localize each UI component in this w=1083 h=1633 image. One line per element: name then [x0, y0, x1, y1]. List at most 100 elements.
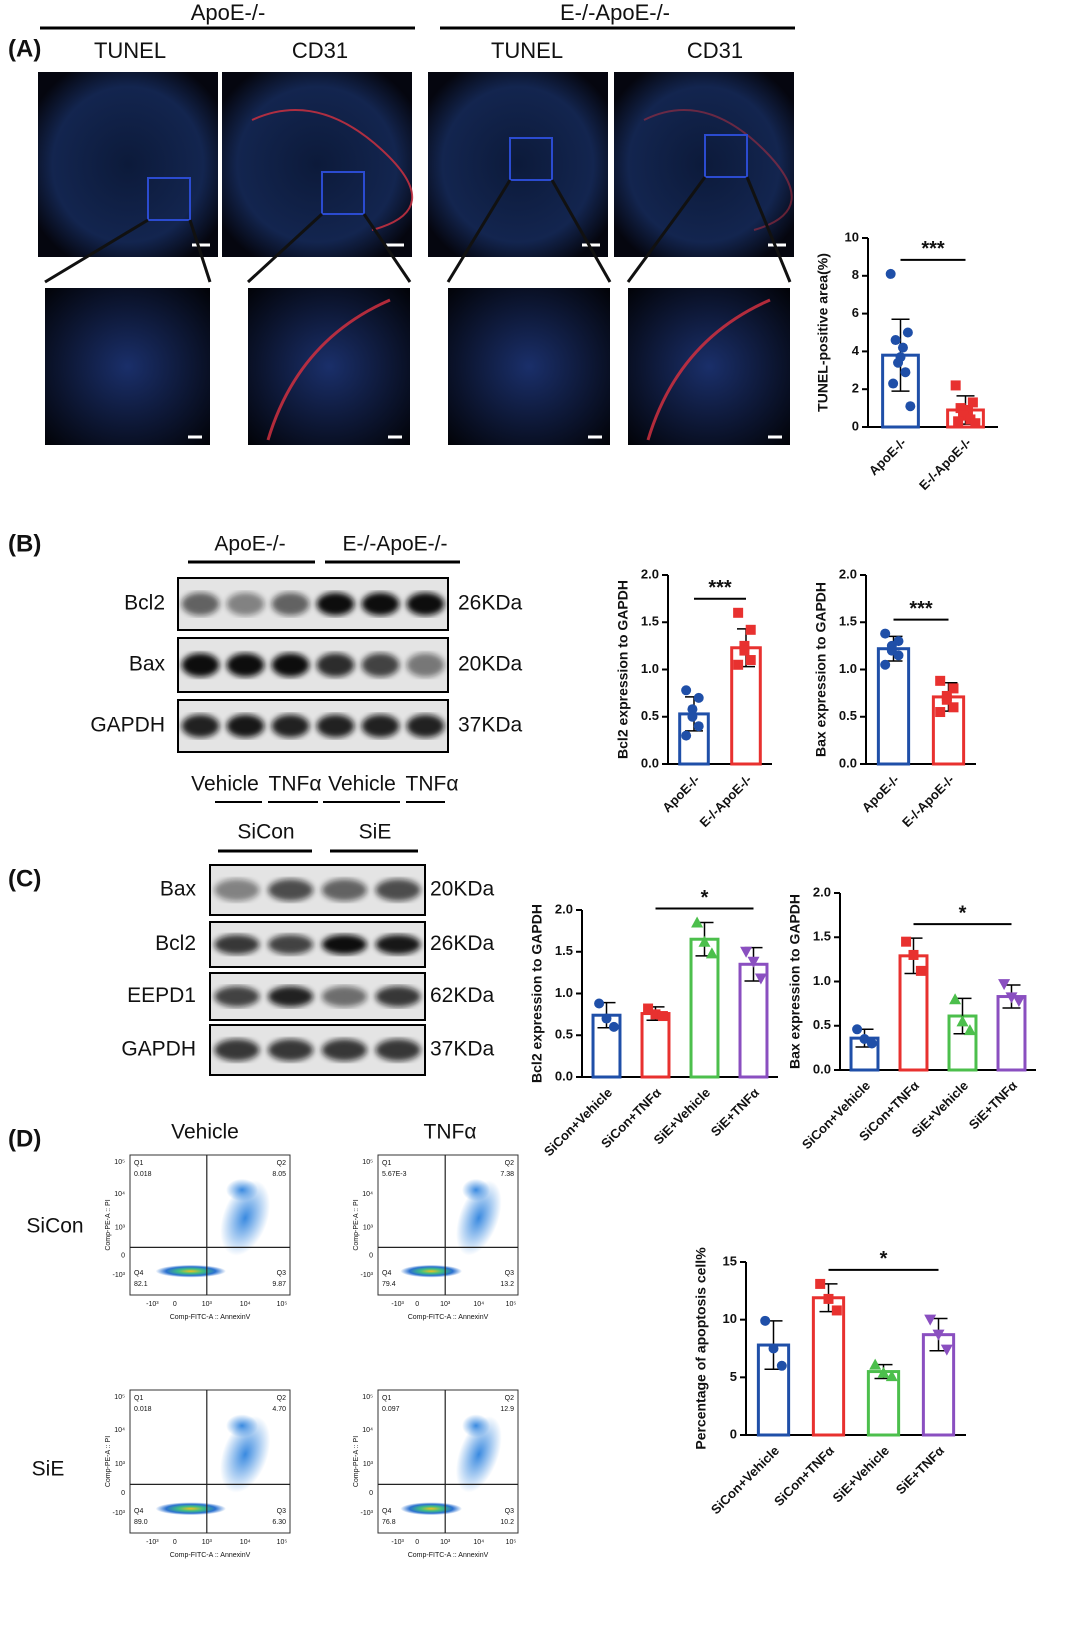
size-label: 26KDa — [458, 592, 523, 615]
y-tick-label: 1.5 — [641, 614, 659, 629]
protein-label: Bcl2 — [155, 932, 196, 955]
population — [462, 1178, 490, 1202]
y-tick-label: 0.5 — [641, 708, 659, 723]
x-axis-label: Comp-FITC-A :: AnnexinV — [170, 1552, 251, 1559]
row-label: SiCon — [26, 1215, 83, 1238]
blot-band — [226, 592, 265, 616]
zoom-line — [626, 176, 707, 283]
x-tick-label: SiE+TNFα — [893, 1443, 947, 1497]
x-tick-label: 10⁵ — [506, 1539, 517, 1546]
inset-box — [509, 137, 553, 181]
y-tick-label: 0.0 — [839, 755, 857, 770]
data-point — [935, 707, 946, 718]
y-tick-label: 5 — [730, 1369, 737, 1384]
x-tick-label: E-/-ApoE-/- — [696, 772, 754, 830]
data-point — [754, 973, 767, 985]
stain-label: TUNEL — [94, 38, 166, 63]
quadrant-value: 0.018 — [134, 1406, 152, 1413]
population — [155, 1502, 226, 1516]
bar — [738, 962, 769, 1079]
blot-band — [375, 934, 421, 955]
data-point — [935, 675, 946, 686]
panel-label: (B) — [8, 530, 41, 557]
treatment-label: Vehicle — [191, 773, 259, 796]
data-point — [888, 378, 899, 389]
size-label: 37KDa — [430, 1038, 495, 1061]
x-axis-label: Comp-FITC-A :: AnnexinV — [408, 1552, 489, 1559]
blot-band — [268, 879, 314, 901]
data-point — [866, 1038, 877, 1049]
significance: *** — [708, 577, 732, 599]
data-point — [908, 949, 919, 960]
quadrant-value: 12.9 — [500, 1406, 514, 1413]
x-tick-label: SiE+TNFα — [966, 1078, 1020, 1132]
data-point — [698, 935, 711, 947]
population — [220, 1415, 271, 1493]
blot-band — [321, 934, 367, 955]
micrograph — [38, 72, 218, 257]
protein-label: GAPDH — [121, 1038, 196, 1061]
data-point — [823, 1293, 834, 1304]
group-label: ApoE-/- — [214, 533, 285, 556]
y-axis-label: Comp-PE-A :: PI — [105, 1436, 112, 1487]
quadrant-name: Q2 — [505, 1160, 514, 1167]
y-axis-label: Bcl2 expression to GAPDH — [615, 580, 631, 759]
quadrant-name: Q4 — [134, 1270, 143, 1277]
treatment-label: TNFα — [269, 773, 322, 796]
y-tick-label: 10³ — [115, 1225, 126, 1232]
data-point — [681, 685, 692, 696]
micrograph-zoom — [248, 288, 410, 445]
zoom-line — [44, 218, 149, 284]
x-tick-label: ApoE-/- — [859, 772, 902, 815]
size-label: 26KDa — [430, 932, 495, 955]
y-tick-label: 10⁴ — [114, 1427, 125, 1434]
column-label: Vehicle — [171, 1121, 239, 1144]
quadrant-name: Q4 — [382, 1508, 391, 1515]
y-tick-label: 10⁵ — [362, 1394, 373, 1401]
data-point — [1012, 995, 1025, 1007]
x-tick-label: 10⁵ — [277, 1301, 288, 1308]
x-tick-label: E-/-ApoE-/- — [899, 772, 957, 830]
y-tick-label: -10³ — [361, 1510, 374, 1517]
y-tick-label: 1.5 — [839, 614, 857, 629]
blot-band — [406, 714, 445, 738]
y-tick-label: 10³ — [363, 1225, 374, 1232]
quadrant-name: Q1 — [134, 1395, 143, 1402]
blot-band — [406, 592, 445, 616]
y-tick-label: 1.0 — [813, 973, 831, 988]
y-tick-label: 2.0 — [839, 566, 857, 581]
blot-band — [226, 714, 265, 738]
significance: *** — [909, 598, 933, 620]
blot-band — [375, 986, 421, 1007]
y-tick-label: 0 — [730, 1426, 737, 1441]
blot-band — [361, 592, 400, 616]
y-tick-label: 0.5 — [813, 1017, 831, 1032]
quadrant-value: 10.2 — [500, 1519, 514, 1526]
y-tick-label: -10³ — [361, 1272, 374, 1279]
y-tick-label: 8 — [852, 267, 859, 282]
blot-band — [226, 653, 265, 677]
y-tick-label: -10³ — [113, 1272, 126, 1279]
population — [400, 1264, 463, 1278]
blot-band — [181, 592, 220, 616]
data-point — [901, 936, 912, 947]
y-tick-label: 10 — [723, 1311, 737, 1326]
data-point — [885, 268, 896, 279]
data-point — [608, 1021, 619, 1032]
blot-band — [214, 934, 260, 955]
x-tick-label: 0 — [173, 1301, 177, 1308]
blot-band — [214, 986, 260, 1007]
zoom-line — [188, 219, 212, 283]
data-point — [657, 1011, 668, 1022]
vessel-stain — [643, 109, 793, 231]
data-point — [601, 1013, 612, 1024]
x-tick-label: -10³ — [391, 1301, 404, 1308]
quadrant-value: 5.67E-3 — [382, 1171, 407, 1178]
size-label: 37KDa — [458, 714, 523, 737]
row-label: SiE — [32, 1458, 65, 1481]
y-tick-label: 0.5 — [555, 1027, 573, 1042]
blot-band — [316, 714, 355, 738]
y-tick-label: 0.0 — [555, 1068, 573, 1083]
blot-band — [181, 653, 220, 677]
